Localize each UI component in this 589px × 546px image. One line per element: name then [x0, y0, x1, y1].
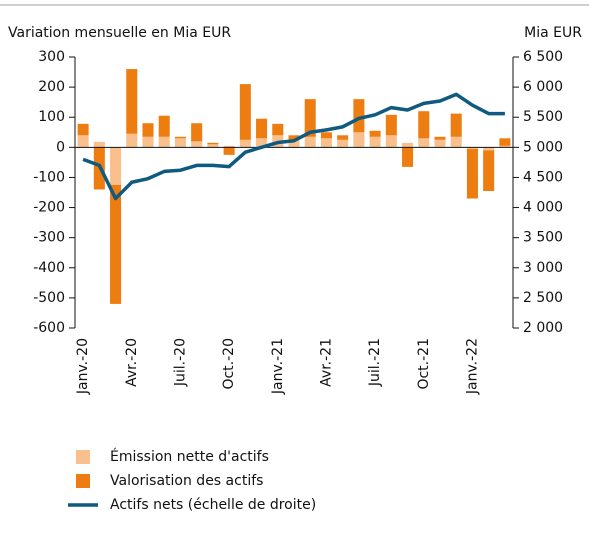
y2-tick-label: 5 000: [523, 139, 563, 155]
y-tick-label: 100: [38, 109, 65, 125]
bar: [402, 142, 414, 148]
y2-tick-label: 4 500: [523, 169, 563, 185]
y-axis-label: Variation mensuelle en Mia EUR: [8, 25, 231, 41]
bar: [207, 142, 219, 145]
bar: [174, 138, 186, 148]
legend-label: Valorisation des actifs: [110, 473, 263, 489]
bar: [337, 135, 349, 140]
bar: [256, 118, 268, 139]
bar: [77, 123, 89, 136]
y-tick-label: -100: [33, 169, 65, 185]
bar: [142, 136, 154, 148]
legend-label: Émission nette d'actifs: [110, 448, 269, 465]
bar: [499, 138, 511, 146]
bar: [353, 99, 365, 133]
y-tick-label: 0: [56, 139, 65, 155]
x-tick-label: Janv.-22: [464, 338, 480, 395]
x-tick-label: Janv.-20: [75, 338, 91, 395]
bar: [239, 84, 251, 140]
bar: [223, 147, 235, 155]
bar: [272, 123, 284, 136]
y-tick-label: -500: [33, 290, 65, 306]
y2-tick-label: 4 000: [523, 200, 563, 216]
bar: [466, 148, 478, 199]
bar: [126, 69, 138, 134]
bar: [223, 145, 235, 148]
bar: [337, 139, 349, 148]
bar: [499, 145, 511, 148]
bar: [142, 123, 154, 137]
y2-tick-label: 6 000: [523, 79, 563, 95]
bar: [353, 132, 365, 148]
bar: [288, 139, 300, 148]
y2-tick-label: 6 500: [523, 49, 563, 65]
bar: [320, 138, 332, 148]
legend-label: Actifs nets (échelle de droite): [110, 497, 316, 513]
bar: [288, 135, 300, 140]
bar: [239, 139, 251, 148]
bar: [256, 138, 268, 148]
bar: [450, 113, 462, 137]
x-tick-label: Juil.-20: [172, 338, 188, 387]
y-tick-label: 200: [38, 79, 65, 95]
y2-tick-label: 2 500: [523, 290, 563, 306]
bar: [93, 141, 105, 148]
x-tick-label: Juil.-21: [367, 338, 383, 387]
bar: [369, 136, 381, 148]
bar: [450, 136, 462, 148]
bar: [304, 136, 316, 148]
bar: [483, 150, 495, 191]
bar: [126, 133, 138, 148]
x-tick-label: Janv.-21: [270, 338, 286, 395]
bar: [483, 147, 495, 151]
bar: [110, 184, 122, 304]
legend-swatch: [76, 450, 90, 464]
y-tick-label: -400: [33, 260, 65, 276]
y-tick-label: -600: [33, 320, 65, 336]
bar: [174, 136, 186, 139]
bar: [466, 147, 478, 149]
x-tick-label: Avr.-21: [318, 338, 334, 387]
x-tick-label: Avr.-20: [124, 338, 140, 387]
line: [82, 92, 505, 201]
bar: [191, 141, 203, 148]
bar: [320, 132, 332, 139]
y2-tick-label: 3 000: [523, 260, 563, 276]
y-tick-label: -300: [33, 230, 65, 246]
y2-tick-label: 3 500: [523, 230, 563, 246]
bar: [434, 139, 446, 148]
y2-tick-label: 5 500: [523, 109, 563, 125]
bar: [402, 147, 414, 167]
bar: [77, 135, 89, 148]
y2-tick-label: 2 000: [523, 320, 563, 336]
x-tick-label: Oct.-20: [221, 338, 237, 390]
y-tick-label: -200: [33, 200, 65, 216]
y-tick-label: 300: [38, 49, 65, 65]
bar: [207, 144, 219, 148]
bar: [369, 130, 381, 137]
bar: [434, 136, 446, 140]
y2-axis-label: Mia EUR: [524, 25, 582, 41]
legend-swatch: [76, 474, 90, 488]
bar: [418, 111, 430, 139]
bar: [418, 138, 430, 148]
bar: [158, 115, 170, 137]
bar: [385, 114, 397, 136]
bar: [191, 123, 203, 142]
bar: [110, 147, 122, 185]
bar: [385, 135, 397, 148]
bar: [158, 136, 170, 148]
bar: [304, 99, 316, 137]
x-tick-label: Oct.-21: [416, 338, 432, 390]
